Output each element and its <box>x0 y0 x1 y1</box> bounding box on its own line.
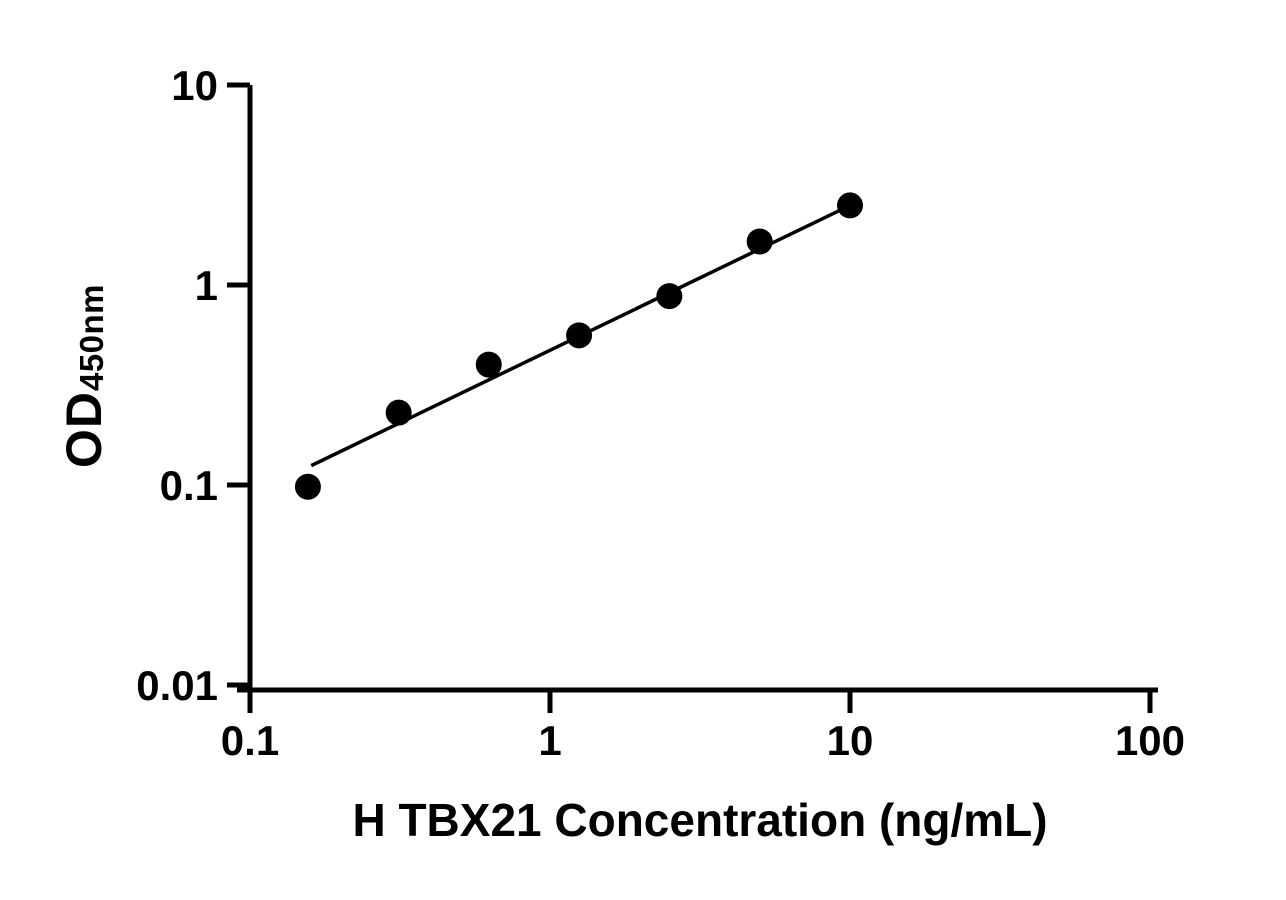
data-point <box>656 283 683 310</box>
y-tick-label: 0.1 <box>160 462 218 509</box>
y-axis-title-subscript: 450nm <box>73 283 110 392</box>
x-axis-title: H TBX21 Concentration (ng/mL) <box>352 794 1048 846</box>
y-tick-label: 10 <box>171 62 218 109</box>
x-tick-label: 1 <box>538 717 561 764</box>
data-point <box>475 351 502 378</box>
data-point <box>746 228 773 255</box>
x-tick-label: 100 <box>1115 717 1185 764</box>
y-axis-title: OD 450nm <box>55 216 121 536</box>
x-tick-label: 10 <box>827 717 874 764</box>
data-point <box>837 192 863 219</box>
data-point <box>566 322 593 349</box>
data-point <box>385 399 412 426</box>
y-axis-title-main: OD <box>56 391 112 469</box>
y-tick-label: 1 <box>195 262 218 309</box>
y-tick-label: 0.01 <box>136 662 218 709</box>
x-tick-label: 0.1 <box>221 717 279 764</box>
data-point <box>294 473 321 500</box>
